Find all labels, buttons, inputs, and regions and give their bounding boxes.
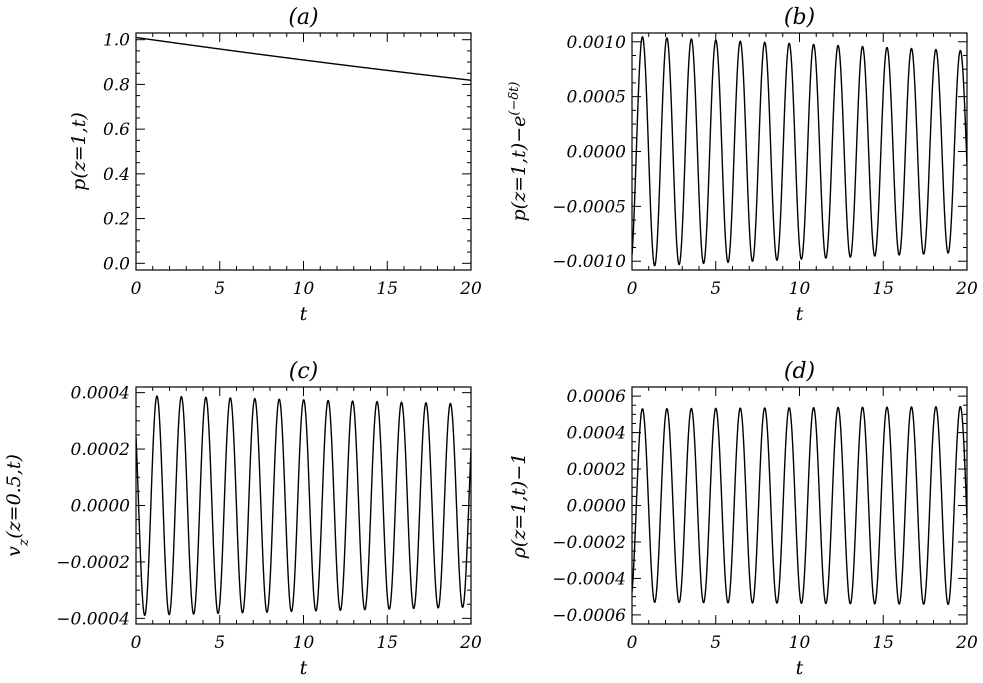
x-tick-label: 15: [376, 633, 398, 653]
x-axis-label-c: t: [300, 657, 308, 679]
panel-a: 0 5 10 15 20 0.0 0.2 0.4 0.6 0.8 1.0 (a) t p(z=1,t): [68, 5, 482, 325]
y-tick-label: −0.0002: [552, 533, 626, 553]
x-tick-label: 20: [955, 279, 978, 299]
x-axis-label-d: t: [796, 657, 804, 679]
y-axis-label-c: vz(z=0.5,t): [3, 454, 32, 557]
y-tick-label: −0.0010: [552, 252, 626, 272]
y-axis-label-d: ρ(z=1,t)−1: [508, 453, 530, 560]
series-line-d: [632, 405, 967, 606]
panel-title-c: (c): [289, 359, 319, 384]
panel-title-a: (a): [288, 5, 318, 30]
series-line-c: [136, 395, 471, 616]
y-tick-label: 0.4: [103, 165, 130, 185]
x-tick-label: 20: [955, 633, 978, 653]
y-axis-label-b: p(z=1,t)−e(−δt): [507, 82, 531, 222]
panel-title-d: (d): [784, 359, 815, 384]
x-tick-label: 10: [789, 279, 811, 299]
x-tick-label: 20: [459, 633, 482, 653]
panel-c: 0 5 10 15 20 −0.0004 −0.0002 0.0000 0.0002 0.0004…: [3, 359, 482, 679]
y-tick-label: 0.0006: [567, 387, 627, 407]
x-axis-label-a: t: [300, 303, 308, 325]
x-tick-label: 0: [131, 279, 142, 299]
y-tick-label: −0.0002: [56, 553, 130, 573]
y-tick-label: 0.0: [103, 254, 130, 274]
plot-frame-c: [135, 386, 472, 625]
x-tick-label: 5: [710, 633, 721, 653]
x-tick-label: 15: [872, 279, 894, 299]
y-tick-label: −0.0006: [552, 606, 626, 626]
y-tick-label: 0.8: [103, 75, 130, 95]
y-tick-label: 0.0002: [567, 460, 626, 480]
y-tick-label: 0.0010: [567, 33, 627, 53]
panel-title-b: (b): [784, 5, 815, 30]
series-line-a: [136, 36, 471, 81]
panel-b: 0 5 10 15 20 −0.0010 −0.0005 0.0000 0.0005 0.0010…: [507, 5, 978, 325]
x-tick-label: 0: [627, 279, 638, 299]
x-tick-label: 5: [214, 279, 225, 299]
y-tick-label: 0.0005: [567, 88, 626, 108]
x-tick-label: 15: [376, 279, 398, 299]
y-tick-label: 1.0: [103, 31, 130, 51]
y-tick-label: −0.0004: [552, 569, 626, 589]
y-tick-label: 0.0004: [71, 384, 130, 404]
x-tick-label: 0: [131, 633, 142, 653]
y-tick-label: 0.6: [103, 120, 130, 140]
panel-d: 0 5 10 15 20 −0.0006 −0.0004 −0.0002 0.0000 0.000…: [508, 359, 978, 679]
y-tick-label: 0.0000: [71, 497, 131, 517]
x-tick-label: 10: [293, 633, 315, 653]
y-tick-label: 0.2: [103, 210, 130, 230]
y-tick-label: 0.0002: [71, 440, 130, 460]
y-tick-label: 0.0000: [567, 143, 627, 163]
y-tick-label: −0.0005: [552, 197, 626, 217]
y-axis-label-a: p(z=1,t): [68, 112, 90, 191]
x-tick-label: 5: [710, 279, 721, 299]
x-tick-label: 10: [789, 633, 811, 653]
y-tick-label: −0.0004: [56, 609, 130, 629]
y-tick-label: 0.0000: [567, 497, 627, 517]
x-tick-label: 10: [293, 279, 315, 299]
x-tick-label: 20: [459, 279, 482, 299]
series-line-b: [632, 36, 967, 267]
y-tick-label: 0.0004: [567, 424, 626, 444]
x-tick-label: 0: [627, 633, 638, 653]
plot-frame-a: [135, 32, 472, 271]
x-tick-label: 5: [214, 633, 225, 653]
x-tick-label: 15: [872, 633, 894, 653]
x-axis-label-b: t: [796, 303, 804, 325]
